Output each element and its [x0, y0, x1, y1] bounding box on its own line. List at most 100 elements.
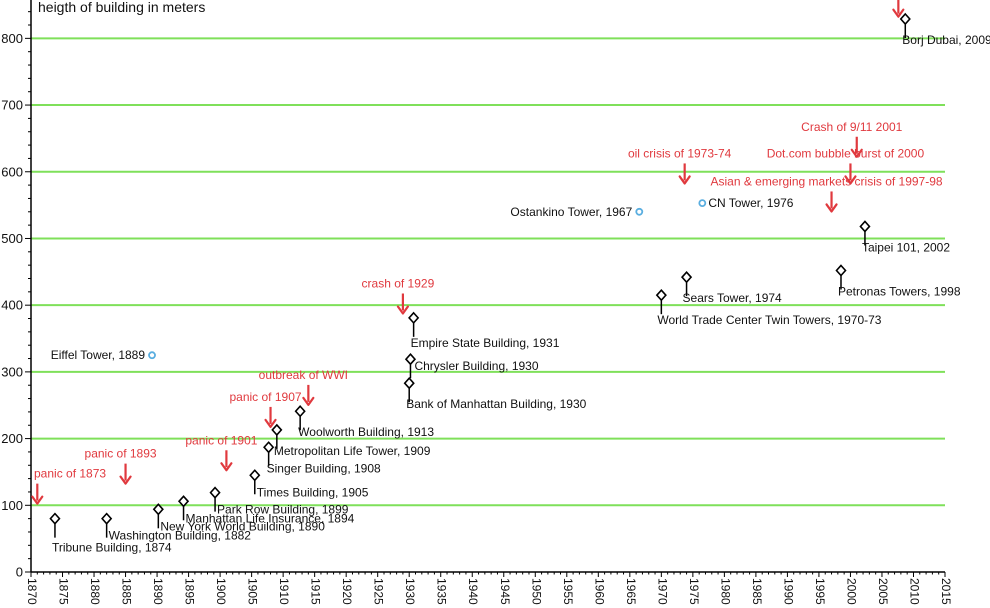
- building-marker: [680, 270, 693, 284]
- event-arrow-head: [302, 396, 315, 406]
- building-label: Singer Building, 1908: [267, 461, 381, 475]
- building-marker: [49, 512, 61, 525]
- building-point: Chrysler Building, 1930: [404, 353, 539, 379]
- building-point: Park Row Building, 1899: [209, 486, 349, 517]
- x-tick-label: 1895: [183, 578, 197, 605]
- building-marker: [408, 311, 420, 325]
- building-marker: [899, 12, 911, 26]
- x-tick-label: 1880: [88, 578, 102, 605]
- gridlines: [31, 37, 945, 507]
- event-arrow-head: [220, 462, 233, 472]
- x-tick-label: 1900: [214, 578, 228, 605]
- y-tick-label: 700: [1, 98, 23, 113]
- y-tick-label: 600: [1, 164, 23, 179]
- event-label: Asian & emerging markets crisis of 1997-…: [710, 174, 942, 188]
- event-arrow-head: [396, 305, 410, 315]
- event-label: crash of 1929: [362, 277, 435, 291]
- building-label: Chrysler Building, 1930: [414, 359, 538, 373]
- x-tick-label: 1970: [655, 578, 669, 605]
- x-tick-label: 1920: [340, 578, 354, 605]
- x-tick-label: 1995: [813, 578, 827, 605]
- y-axis-title: heigth of building in meters: [38, 0, 205, 15]
- x-tick-label: 1980: [718, 578, 732, 605]
- x-tick-label: 1985: [750, 578, 764, 605]
- building-point: Tribune Building, 1874: [49, 512, 172, 555]
- building-label: Bank of Manhattan Building, 1930: [406, 397, 586, 411]
- building-label: Washington Building, 1882: [109, 529, 252, 543]
- x-tick-label: 1870: [25, 578, 39, 605]
- building-marker: [249, 469, 261, 482]
- y-tick-label: 300: [1, 364, 23, 379]
- building-marker: [655, 288, 667, 302]
- x-tick-label: 1945: [498, 578, 512, 605]
- building-point: Sears Tower, 1974: [680, 270, 783, 305]
- building-marker: [263, 441, 275, 454]
- tower-point: Eiffel Tower, 1889: [51, 348, 156, 362]
- building-label: Manhattan Life Insurance, 1894: [186, 511, 355, 525]
- x-tick-label: 1915: [309, 578, 323, 605]
- building-label: Woolworth Building, 1913: [298, 425, 434, 439]
- building-marker: [209, 486, 221, 499]
- x-tick-label: 1885: [120, 578, 134, 605]
- x-tick-label: 1960: [592, 578, 606, 605]
- tower-marker: [148, 351, 156, 360]
- building-point: Washington Building, 1882: [101, 512, 252, 543]
- building-label: Petronas Towers, 1998: [838, 284, 961, 298]
- y-tick-label: 500: [1, 231, 23, 246]
- tower-marker: [698, 199, 707, 208]
- event-arrow-head: [678, 175, 691, 185]
- y-tick-label: 800: [1, 31, 23, 46]
- tower-point: CN Tower, 1976: [698, 196, 794, 210]
- x-tick-label: 2015: [939, 578, 953, 605]
- building-point: Metropolitan Life Tower, 1909: [271, 423, 431, 458]
- x-tick-label: 1940: [466, 578, 480, 605]
- event-label: Dot.com bubble burst of 2000: [767, 146, 925, 160]
- building-label: Sears Tower, 1974: [683, 291, 783, 305]
- building-label: Metropolitan Life Tower, 1909: [274, 444, 431, 458]
- building-marker: [835, 264, 847, 277]
- event-arrow-head: [264, 418, 277, 429]
- building-label: Park Row Building, 1899: [217, 503, 349, 517]
- tower-label: Ostankino Tower, 1967: [510, 205, 632, 219]
- building-point: Woolworth Building, 1913: [294, 405, 434, 439]
- building-point: Bank of Manhattan Building, 1930: [403, 377, 587, 411]
- x-tick-label: 1965: [624, 578, 638, 605]
- building-point: Borj Dubai, 2009: [899, 12, 990, 47]
- x-tick-label: 1905: [246, 578, 260, 605]
- event-marker: panic of 1893: [85, 447, 157, 485]
- building-marker: [271, 423, 283, 437]
- y-tick-label: 400: [1, 298, 23, 313]
- tower-label: Eiffel Tower, 1889: [51, 348, 146, 362]
- x-tick-label: 1975: [687, 578, 701, 605]
- x-tick-label: 1935: [435, 578, 449, 605]
- building-label: Times Building, 1905: [257, 485, 369, 499]
- building-marker: [101, 512, 113, 525]
- building-point: Manhattan Life Insurance, 1894: [177, 495, 355, 525]
- event-label: panic of 1901: [185, 433, 257, 447]
- x-tick-label: 1910: [277, 578, 291, 605]
- axes: heigth of building in meters: [30, 0, 945, 573]
- x-tick-label: 1955: [561, 578, 575, 605]
- tower-label: CN Tower, 1976: [708, 196, 793, 210]
- x-tick-label: 1875: [57, 578, 71, 605]
- event-label: oil crisis of 1973-74: [628, 146, 732, 160]
- event-arrow-head: [119, 475, 132, 485]
- building-point: Taipei 101, 2002: [859, 220, 950, 254]
- event-label: panic of 1893: [85, 447, 157, 461]
- event-marker: panic of 1901: [185, 433, 258, 472]
- building-point: Empire State Building, 1931: [408, 311, 560, 350]
- building-marker: [404, 353, 417, 366]
- building-marker: [152, 503, 164, 516]
- x-tick-label: 1990: [781, 578, 795, 605]
- towers: Eiffel Tower, 1889 Ostankino Tower, 1967 C…: [51, 196, 794, 362]
- building-marker: [294, 405, 306, 418]
- event-arrow-head: [825, 203, 838, 213]
- event-arrow-head: [892, 8, 905, 18]
- building-label: Tribune Building, 1874: [52, 541, 172, 555]
- x-tick-label: 1930: [403, 578, 417, 605]
- x-tick-label: 2010: [907, 578, 921, 605]
- event-marker: sub-prime mortgage crisis of 2008: [892, 0, 905, 18]
- event-marker: outbreak of WWI: [259, 368, 348, 406]
